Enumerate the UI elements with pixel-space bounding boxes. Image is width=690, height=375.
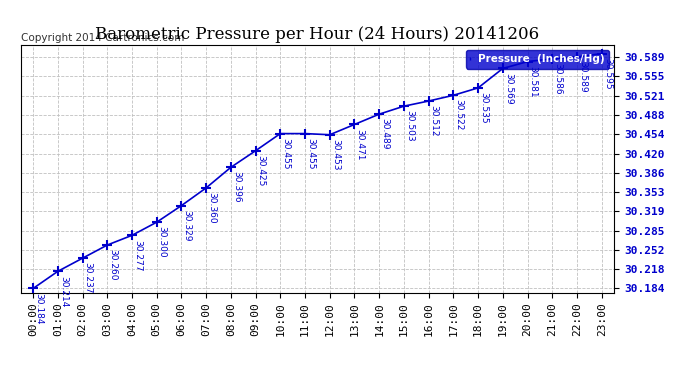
Text: 30.184: 30.184 bbox=[34, 292, 43, 324]
Text: 30.489: 30.489 bbox=[380, 118, 389, 150]
Text: 30.453: 30.453 bbox=[331, 139, 339, 170]
Text: 30.581: 30.581 bbox=[529, 66, 538, 98]
Text: 30.214: 30.214 bbox=[59, 276, 68, 307]
Text: 30.300: 30.300 bbox=[158, 226, 167, 258]
Text: 30.512: 30.512 bbox=[430, 105, 439, 136]
Title: Barometric Pressure per Hour (24 Hours) 20141206: Barometric Pressure per Hour (24 Hours) … bbox=[95, 27, 540, 44]
Legend: Pressure  (Inches/Hg): Pressure (Inches/Hg) bbox=[466, 50, 609, 69]
Text: 30.360: 30.360 bbox=[207, 192, 216, 224]
Text: 30.569: 30.569 bbox=[504, 73, 513, 104]
Text: 30.589: 30.589 bbox=[578, 61, 587, 93]
Text: 30.471: 30.471 bbox=[355, 129, 364, 160]
Text: 30.503: 30.503 bbox=[405, 110, 414, 142]
Text: 30.586: 30.586 bbox=[553, 63, 562, 94]
Text: 30.522: 30.522 bbox=[455, 99, 464, 131]
Text: 30.455: 30.455 bbox=[306, 138, 315, 169]
Text: 30.455: 30.455 bbox=[282, 138, 290, 169]
Text: 30.396: 30.396 bbox=[232, 171, 241, 203]
Text: 30.277: 30.277 bbox=[133, 240, 142, 271]
Text: 30.535: 30.535 bbox=[479, 92, 488, 124]
Text: 30.260: 30.260 bbox=[108, 249, 117, 281]
Text: Copyright 2014 Cartronics.com: Copyright 2014 Cartronics.com bbox=[21, 33, 184, 42]
Text: 30.237: 30.237 bbox=[83, 262, 92, 294]
Text: 30.329: 30.329 bbox=[182, 210, 191, 241]
Text: 30.595: 30.595 bbox=[603, 58, 612, 89]
Text: 30.425: 30.425 bbox=[257, 155, 266, 186]
